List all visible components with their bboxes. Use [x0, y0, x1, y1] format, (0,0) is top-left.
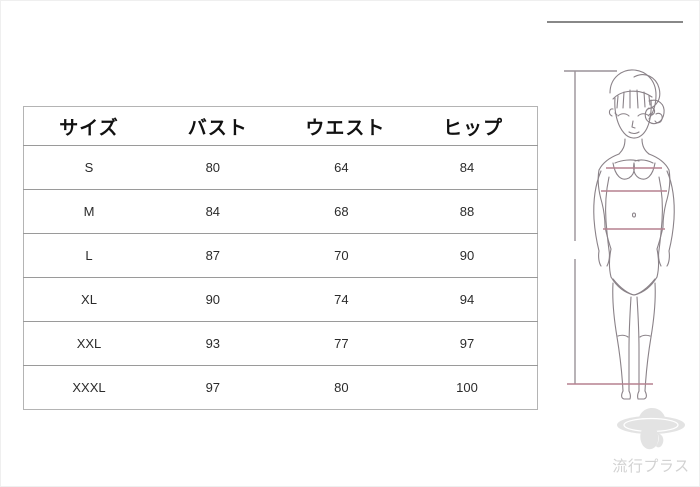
- rulers: [564, 70, 617, 384]
- cell-waist: 70: [281, 233, 410, 278]
- cell-hip-value: 88: [459, 204, 475, 219]
- cell-hip: 88: [409, 189, 538, 234]
- table-header: サイズ バスト ウエスト ヒップ: [23, 106, 538, 146]
- cell-size: M: [23, 189, 154, 234]
- column-header-bust: バスト: [154, 106, 282, 146]
- cell-bust: 93: [154, 321, 282, 366]
- cell-size: S: [23, 145, 154, 190]
- cell-waist-value: 70: [334, 248, 349, 263]
- cell-size: XXL: [23, 321, 154, 366]
- cell-waist: 77: [281, 321, 410, 366]
- column-header-size: サイズ: [23, 106, 154, 146]
- column-header-waist: ウエスト: [281, 106, 410, 146]
- cell-hip-value: 100: [456, 380, 478, 395]
- cell-bust: 84: [154, 189, 282, 234]
- female-body-measurement-illustration: [561, 51, 700, 401]
- cell-hip: 94: [409, 277, 538, 322]
- size-chart-table: サイズ バスト ウエスト ヒップ S 80 64 84 M 84 68 88 L…: [23, 106, 538, 410]
- cell-bust-value: 97: [205, 380, 221, 395]
- table-row: XXL 93 77 97: [23, 321, 538, 366]
- cell-size: XXXL: [23, 365, 154, 410]
- top-divider-line: [547, 21, 683, 23]
- cell-bust-value: 84: [205, 204, 221, 219]
- cell-bust-value: 93: [205, 336, 221, 351]
- cell-waist: 64: [281, 145, 410, 190]
- table-row: L 87 70 90: [23, 233, 538, 278]
- cell-waist: 74: [281, 277, 410, 322]
- cell-bust: 80: [154, 145, 282, 190]
- column-header-hip: ヒップ: [409, 106, 538, 146]
- cell-size: XL: [23, 277, 154, 322]
- cell-bust: 87: [154, 233, 282, 278]
- table-row: S 80 64 84: [23, 145, 538, 190]
- cell-waist-value: 80: [334, 380, 349, 395]
- cell-bust-value: 90: [205, 292, 221, 307]
- cell-hip: 100: [409, 365, 538, 410]
- cell-hip-value: 90: [459, 248, 475, 263]
- cell-bust: 90: [154, 277, 282, 322]
- measurement-lines: [601, 167, 667, 230]
- cell-waist: 68: [281, 189, 410, 234]
- cell-bust-value: 80: [205, 160, 221, 175]
- cell-bust: 97: [154, 365, 282, 410]
- table-header-row: サイズ バスト ウエスト ヒップ: [23, 106, 538, 146]
- table-row: XL 90 74 94: [23, 277, 538, 322]
- cell-waist-value: 74: [334, 292, 349, 307]
- cell-hip: 97: [409, 321, 538, 366]
- cell-size: L: [23, 233, 154, 278]
- cell-waist-value: 68: [334, 204, 349, 219]
- cell-bust-value: 87: [205, 248, 221, 263]
- table-row: M 84 68 88: [23, 189, 538, 234]
- cell-hip-value: 84: [459, 160, 475, 175]
- table-row: XXXL 97 80 100: [23, 365, 538, 410]
- cell-hip-value: 97: [459, 336, 475, 351]
- brand-watermark: 流行プラス: [605, 405, 697, 483]
- lady-in-hat-icon: [617, 408, 685, 450]
- table-body: S 80 64 84 M 84 68 88 L 87 70 90 XL 90 7…: [23, 145, 538, 410]
- cell-waist-value: 64: [334, 160, 349, 175]
- cell-hip-value: 94: [459, 292, 475, 307]
- cell-hip: 90: [409, 233, 538, 278]
- brand-name: 流行プラス: [612, 457, 690, 475]
- cell-waist-value: 77: [334, 336, 349, 351]
- cell-hip: 84: [409, 145, 538, 190]
- cell-waist: 80: [281, 365, 410, 410]
